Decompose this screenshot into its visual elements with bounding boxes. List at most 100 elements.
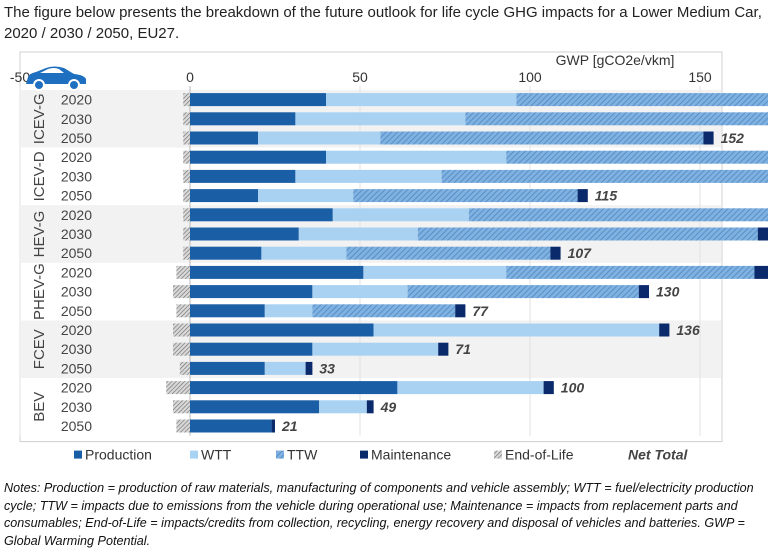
- net-total-label: 71: [455, 341, 471, 357]
- bar-ttw: [353, 189, 578, 203]
- net-total-label: 100: [561, 380, 585, 396]
- bar-wtt: [295, 112, 466, 126]
- bar-maintenance: [659, 323, 670, 337]
- intro-text: The figure below presents the breakdown …: [4, 4, 762, 42]
- bar-production: [190, 131, 258, 145]
- bar-eol: [183, 246, 190, 260]
- net-total-label: 107: [568, 245, 593, 261]
- bar-ttw: [506, 150, 768, 164]
- bar-maintenance: [638, 285, 649, 299]
- bar-production: [190, 381, 398, 395]
- bar-maintenance: [757, 227, 768, 241]
- bar-maintenance: [438, 342, 449, 356]
- bar-maintenance: [703, 131, 714, 145]
- bar-wtt: [312, 342, 439, 356]
- year-label: 2030: [61, 284, 92, 300]
- year-label: 2020: [61, 149, 92, 165]
- bar-eol: [176, 419, 190, 433]
- bar-eol: [173, 323, 190, 337]
- bar-ttw: [465, 112, 768, 126]
- x-axis-title: GWP [gCO2e/vkm]: [556, 52, 675, 68]
- bar-maintenance: [455, 304, 466, 318]
- bar-wtt: [326, 93, 517, 107]
- bar-ttw: [506, 265, 755, 279]
- bar-eol: [183, 208, 190, 222]
- year-label: 2020: [61, 264, 92, 280]
- bar-production: [190, 400, 320, 414]
- bar-eol: [183, 169, 190, 183]
- bar-wtt: [258, 131, 381, 145]
- bar-maintenance: [305, 361, 313, 375]
- year-label: 2030: [61, 226, 92, 242]
- bar-ttw: [468, 208, 768, 222]
- bar-wtt: [298, 227, 418, 241]
- year-label: 2050: [61, 130, 92, 146]
- bar-ttw: [417, 227, 758, 241]
- bar-eol: [176, 265, 190, 279]
- bar-maintenance: [550, 246, 561, 260]
- bar-wtt: [363, 265, 507, 279]
- bar-maintenance: [577, 189, 588, 203]
- bar-wtt: [373, 323, 660, 337]
- year-label: 2030: [61, 399, 92, 415]
- bar-production: [190, 150, 326, 164]
- group-label: ICEV-D: [31, 151, 48, 201]
- bar-ttw: [312, 304, 456, 318]
- bar-production: [190, 342, 313, 356]
- x-tick-label: 50: [352, 69, 368, 85]
- legend-label: TTW: [287, 447, 318, 463]
- bar-wtt: [264, 304, 313, 318]
- bar-eol: [173, 400, 190, 414]
- year-label: 2030: [61, 111, 92, 127]
- bar-maintenance: [366, 400, 374, 414]
- bar-production: [190, 227, 299, 241]
- bar-wtt: [332, 208, 469, 222]
- bar-eol: [179, 361, 190, 375]
- bar-eol: [183, 112, 190, 126]
- legend-label-net-total: Net Total: [628, 447, 688, 463]
- bar-production: [190, 112, 296, 126]
- year-label: 2020: [61, 92, 92, 108]
- bar-eol: [183, 150, 190, 164]
- bar-wtt: [319, 400, 367, 414]
- year-label: 2050: [61, 360, 92, 376]
- car-icon: [26, 66, 86, 91]
- bar-eol: [173, 342, 190, 356]
- bar-production: [190, 169, 296, 183]
- gwp-stacked-bar-chart: -50050100150200250300GWP [gCO2e/vkm]ICEV…: [10, 51, 768, 463]
- bar-wtt: [326, 150, 507, 164]
- net-total-label: 115: [595, 188, 618, 204]
- legend-label: Production: [85, 447, 152, 463]
- notes-text: Notes: Production = production of raw ma…: [4, 481, 754, 548]
- year-label: 2050: [61, 188, 92, 204]
- group-label: PHEV-G: [31, 263, 48, 320]
- net-total-label: 49: [380, 399, 397, 415]
- year-label: 2020: [61, 207, 92, 223]
- bar-eol: [173, 285, 190, 299]
- legend-swatch: [74, 450, 82, 459]
- bar-production: [190, 323, 374, 337]
- legend-swatch: [360, 450, 368, 459]
- bar-maintenance: [271, 419, 275, 433]
- group-label: HEV-G: [31, 211, 48, 258]
- legend-swatch: [276, 450, 284, 459]
- net-total-label: 21: [281, 418, 298, 434]
- bar-production: [190, 246, 262, 260]
- bar-production: [190, 419, 272, 433]
- bar-eol: [166, 381, 190, 395]
- year-label: 2020: [61, 322, 92, 338]
- year-label: 2050: [61, 245, 92, 261]
- bar-maintenance: [543, 381, 554, 395]
- year-label: 2030: [61, 168, 92, 184]
- bar-ttw: [407, 285, 639, 299]
- x-tick-label: 0: [186, 69, 194, 85]
- bar-eol: [183, 93, 190, 107]
- net-total-label: 33: [319, 360, 335, 376]
- net-total-label: 130: [656, 284, 680, 300]
- legend-label: WTT: [201, 447, 232, 463]
- bar-wtt: [295, 169, 442, 183]
- bar-ttw: [441, 169, 768, 183]
- year-label: 2020: [61, 380, 92, 396]
- car-wheel: [33, 79, 45, 91]
- net-total-label: 77: [472, 303, 489, 319]
